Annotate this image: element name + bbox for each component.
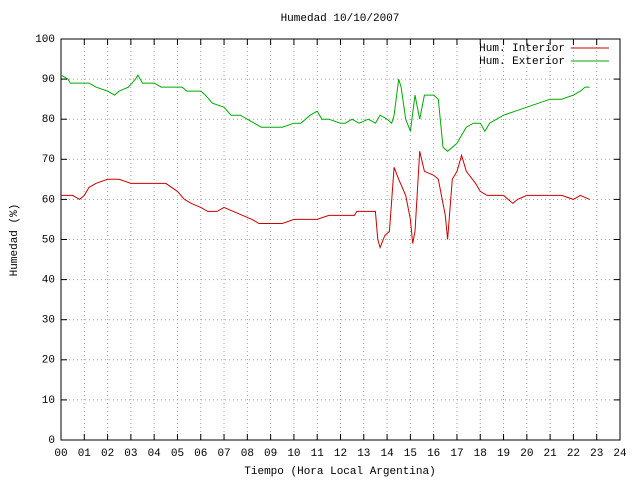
- y-tick-label: 50: [42, 234, 55, 246]
- x-tick-label: 02: [101, 448, 114, 460]
- x-tick-label: 16: [427, 448, 440, 460]
- x-tick-label: 24: [613, 448, 627, 460]
- y-tick-label: 70: [42, 154, 55, 166]
- y-tick-label: 60: [42, 194, 55, 206]
- x-tick-label: 00: [54, 448, 67, 460]
- x-tick-label: 19: [497, 448, 510, 460]
- y-axis-label: Humedad (%): [9, 204, 21, 277]
- y-tick-label: 80: [42, 114, 55, 126]
- x-tick-label: 14: [380, 448, 394, 460]
- x-tick-label: 13: [357, 448, 370, 460]
- plot-frame: [60, 38, 621, 441]
- x-tick-label: 21: [544, 448, 558, 460]
- data-line: [60, 74, 590, 152]
- y-tick-label: 30: [42, 315, 55, 327]
- x-tick-label: 18: [474, 448, 487, 460]
- x-tick-label: 03: [124, 448, 137, 460]
- x-axis-label: Tiempo (Hora Local Argentina): [244, 466, 435, 478]
- x-tick-label: 15: [404, 448, 417, 460]
- x-tick-label: 20: [520, 448, 533, 460]
- x-tick-label: 12: [334, 448, 347, 460]
- y-tick-label: 90: [42, 74, 55, 86]
- legend-label: Hum. Interior: [479, 43, 565, 55]
- x-tick-label: 04: [148, 448, 162, 460]
- x-tick-label: 05: [171, 448, 184, 460]
- x-tick-label: 01: [78, 448, 92, 460]
- x-tick-label: 17: [450, 448, 463, 460]
- data-line: [61, 151, 590, 250]
- y-tick-label: 40: [42, 275, 55, 287]
- x-tick-label: 11: [311, 448, 325, 460]
- x-tick-label: 10: [287, 448, 300, 460]
- x-tick-label: 06: [194, 448, 207, 460]
- x-tick-label: 22: [567, 448, 580, 460]
- x-tick-label: 09: [264, 448, 277, 460]
- y-tick-label: 0: [48, 435, 55, 447]
- legend-label: Hum. Exterior: [479, 56, 565, 68]
- x-tick-label: 23: [590, 448, 603, 460]
- y-tick-label: 10: [42, 395, 55, 407]
- y-tick-label: 100: [35, 34, 55, 46]
- x-tick-label: 07: [217, 448, 230, 460]
- x-tick-label: 08: [241, 448, 254, 460]
- chart-title: Humedad 10/10/2007: [281, 13, 400, 25]
- y-tick-label: 20: [42, 355, 55, 367]
